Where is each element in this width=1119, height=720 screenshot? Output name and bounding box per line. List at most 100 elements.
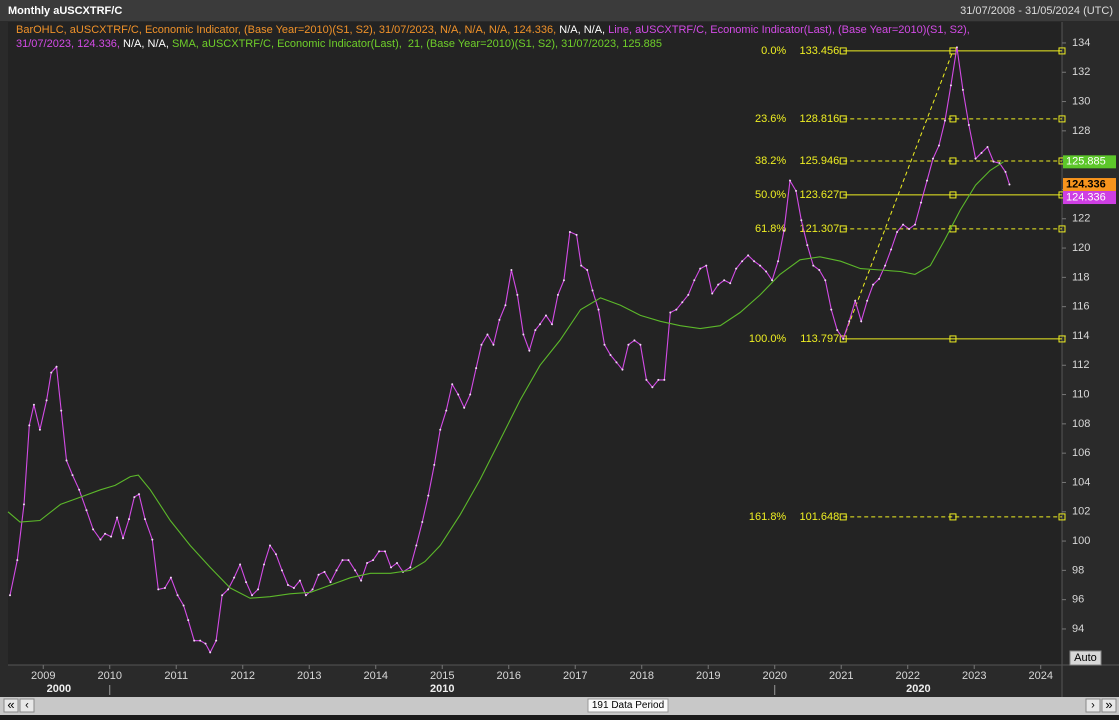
point	[50, 371, 53, 374]
point	[65, 459, 68, 462]
scroll-last[interactable]	[1101, 698, 1117, 713]
point	[28, 424, 31, 427]
point	[789, 179, 792, 182]
point	[920, 201, 923, 204]
point	[292, 586, 295, 589]
point	[347, 559, 350, 562]
point	[199, 639, 202, 642]
fib-handle	[1058, 115, 1066, 123]
x-tick-label: 2018	[629, 670, 653, 682]
point	[818, 269, 821, 272]
point	[257, 588, 260, 591]
legend-entry: N/A, N/A,	[123, 38, 172, 50]
x-tick-label: 2019	[696, 670, 720, 682]
x-tick-label: 2014	[363, 670, 387, 682]
fib-ratio: 0.0%	[761, 45, 786, 57]
legend-line: BarOHLC, aUSCXTRF/C, Economic Indicator,…	[16, 24, 970, 36]
data-period: 191 Data Period	[592, 700, 664, 711]
point	[390, 566, 393, 569]
scroll-first[interactable]	[3, 698, 19, 713]
point	[955, 46, 958, 49]
series-line	[7, 161, 1004, 599]
fib-value: 133.456	[799, 45, 839, 57]
scroll-prev[interactable]	[19, 698, 35, 713]
fib-trend	[842, 50, 954, 340]
point	[926, 179, 929, 182]
y-tick-label: 94	[1072, 623, 1084, 635]
point	[902, 223, 905, 226]
point	[16, 559, 19, 562]
scrollbar[interactable]	[0, 697, 1119, 715]
decade-label: 2000	[47, 683, 71, 695]
x-tick-label: 2023	[962, 670, 986, 682]
point	[99, 538, 102, 541]
point	[812, 264, 815, 267]
point	[562, 279, 565, 282]
fib-handle	[949, 157, 957, 165]
point	[317, 573, 320, 576]
point	[717, 283, 720, 286]
data-period-box[interactable]	[587, 698, 669, 713]
fib-handle	[839, 157, 847, 165]
title-bar	[0, 0, 1119, 21]
point	[193, 639, 196, 642]
fib-value: 113.797	[800, 333, 839, 345]
y-tick-label: 112	[1072, 359, 1090, 371]
legend-entry: 31/07/2023, 124.336,	[16, 38, 123, 50]
scroll-icon: »	[1105, 697, 1112, 712]
point	[245, 581, 248, 584]
price-tag	[1063, 155, 1116, 169]
decade-label: 2020	[906, 683, 930, 695]
fib-value: 125.946	[799, 155, 839, 167]
legend-entry: N/A, N/A,	[559, 24, 608, 36]
point	[890, 248, 893, 251]
point	[615, 361, 618, 364]
point	[568, 230, 571, 233]
y-tick-label: 108	[1072, 418, 1090, 430]
legend-entry: SMA, aUSCXTRF/C, Economic Indicator(Last…	[172, 38, 662, 50]
price-tag-label: 125.885	[1066, 156, 1106, 168]
point	[795, 189, 798, 192]
point	[451, 383, 454, 386]
point	[1008, 183, 1011, 186]
point	[866, 299, 869, 302]
fib-handle	[839, 191, 847, 199]
x-tick-label: 2010	[98, 670, 122, 682]
x-tick-label: 2011	[164, 670, 188, 682]
auto-button[interactable]	[1069, 650, 1102, 666]
point	[884, 264, 887, 267]
point	[931, 157, 934, 160]
point	[723, 279, 726, 282]
point	[699, 267, 702, 270]
point	[396, 562, 399, 565]
point	[133, 496, 136, 499]
fib-value: 128.816	[799, 113, 839, 125]
point	[92, 528, 95, 531]
y-tick-label: 110	[1072, 388, 1090, 400]
y-tick-label: 120	[1072, 242, 1090, 254]
point	[528, 349, 531, 352]
y-tick-label: 132	[1072, 66, 1090, 78]
fib-ratio: 50.0%	[755, 189, 786, 201]
y-tick-label: 116	[1072, 301, 1090, 313]
point	[427, 494, 430, 497]
y-tick-label: 118	[1072, 271, 1090, 283]
point	[633, 339, 636, 342]
point	[354, 569, 357, 572]
point	[480, 343, 483, 346]
point	[621, 368, 624, 371]
point	[872, 283, 875, 286]
y-tick-label: 104	[1072, 476, 1090, 488]
point	[937, 144, 940, 147]
point	[421, 521, 424, 524]
point	[860, 320, 863, 323]
scroll-next[interactable]	[1085, 698, 1101, 713]
y-tick-label: 122	[1072, 213, 1090, 225]
point	[116, 516, 119, 519]
x-tick-label: 2024	[1028, 670, 1052, 682]
point	[1004, 170, 1007, 173]
point	[663, 378, 666, 381]
point	[848, 320, 851, 323]
point	[323, 570, 326, 573]
